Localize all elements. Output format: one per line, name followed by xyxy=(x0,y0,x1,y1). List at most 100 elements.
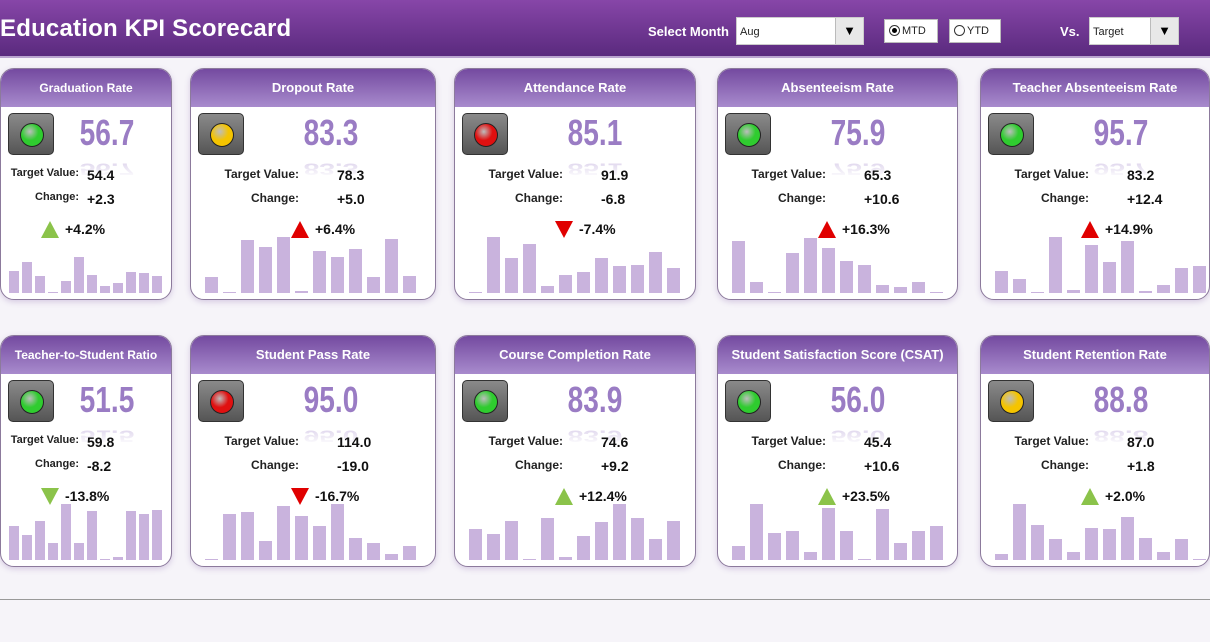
trend-bar xyxy=(152,276,162,293)
trend-bar xyxy=(126,510,136,560)
trend-bar xyxy=(876,284,889,293)
trend-bar xyxy=(1175,267,1188,293)
trend-bar xyxy=(1157,552,1170,560)
target-value: 91.9 xyxy=(601,167,629,183)
trend-bar xyxy=(649,251,662,293)
change-value: +9.2 xyxy=(601,458,629,474)
comparison-dropdown[interactable]: Target ▼ xyxy=(1089,17,1179,45)
target-label: Target Value: xyxy=(751,434,826,448)
trend-bar xyxy=(613,266,626,293)
trend-bar xyxy=(22,534,32,560)
kpi-value: 88.8 xyxy=(1093,379,1149,420)
trend-bar xyxy=(469,291,482,293)
trend-bar-chart xyxy=(9,233,165,293)
trend-bar xyxy=(1193,559,1206,560)
trend-bar xyxy=(1013,504,1026,560)
radio-selected-icon xyxy=(889,25,900,36)
trend-bar xyxy=(1067,290,1080,293)
trend-bar xyxy=(995,270,1008,293)
trend-bar xyxy=(100,286,110,293)
trend-bar xyxy=(241,239,254,293)
month-dropdown[interactable]: Aug ▼ xyxy=(736,17,864,45)
kpi-card: Course Completion Rate 83.9 83.9 Target … xyxy=(454,335,696,567)
trend-bar xyxy=(487,533,500,560)
target-label: Target Value: xyxy=(488,434,563,448)
trend-bar xyxy=(152,509,162,560)
change-value: +5.0 xyxy=(337,191,365,207)
change-percent: -13.8% xyxy=(65,488,110,504)
trend-bar xyxy=(139,273,149,293)
traffic-light-icon xyxy=(988,380,1034,422)
month-value: Aug xyxy=(740,26,760,38)
trend-bar xyxy=(35,276,45,293)
trend-bar xyxy=(559,275,572,293)
traffic-light-icon xyxy=(8,380,54,422)
chevron-down-icon[interactable]: ▼ xyxy=(1150,18,1178,44)
arrow-down-icon xyxy=(555,221,573,238)
comparison-value: Target xyxy=(1093,26,1124,38)
trend-bar xyxy=(9,270,19,293)
change-percent: +2.0% xyxy=(1105,488,1146,504)
target-value: 59.8 xyxy=(87,434,115,450)
kpi-card: Attendance Rate 85.1 85.1 Target Value: … xyxy=(454,68,696,300)
trend-bar xyxy=(313,251,326,293)
trend-bar xyxy=(1031,291,1044,293)
change-value: +12.4 xyxy=(1127,191,1163,207)
trend-bar xyxy=(469,529,482,560)
trend-bar xyxy=(822,248,835,293)
kpi-value: 95.0 xyxy=(303,379,359,420)
target-value: 78.3 xyxy=(337,167,365,183)
trend-bar xyxy=(1049,237,1062,293)
trend-bar xyxy=(613,504,626,560)
trend-bar xyxy=(331,256,344,293)
change-value: +1.8 xyxy=(1127,458,1155,474)
change-percent: -16.7% xyxy=(315,488,360,504)
trend-bar xyxy=(259,247,272,293)
trend-bar xyxy=(48,291,58,293)
arrow-up-icon xyxy=(555,488,573,505)
change-percent: +12.4% xyxy=(579,488,627,504)
trend-bar xyxy=(1139,290,1152,293)
arrow-up-icon xyxy=(291,221,309,238)
change-percent: +6.4% xyxy=(315,221,356,237)
trend-bar xyxy=(541,518,554,560)
trend-bar xyxy=(259,540,272,560)
trend-bar xyxy=(205,558,218,560)
divider xyxy=(0,599,1210,600)
trend-bar xyxy=(1103,262,1116,293)
change-percent: -7.4% xyxy=(579,221,616,237)
trend-bar-chart xyxy=(469,500,685,560)
change-value: +2.3 xyxy=(87,191,115,207)
change-label: Change: xyxy=(35,458,79,470)
mtd-radio[interactable]: MTD xyxy=(884,19,938,43)
trend-bar xyxy=(804,238,817,293)
trend-bar xyxy=(930,525,943,560)
card-title: Teacher Absenteeism Rate xyxy=(981,69,1209,107)
target-value: 74.6 xyxy=(601,434,629,450)
chevron-down-icon[interactable]: ▼ xyxy=(835,18,863,44)
card-title: Student Retention Rate xyxy=(981,336,1209,374)
target-value: 54.4 xyxy=(87,167,115,183)
trend-bar xyxy=(505,520,518,560)
trend-bar xyxy=(61,504,71,560)
trend-bar-chart xyxy=(205,233,421,293)
trend-bar xyxy=(631,518,644,560)
trend-bar xyxy=(139,514,149,560)
trend-bar xyxy=(894,542,907,560)
kpi-value: 56.0 xyxy=(830,379,886,420)
trend-bar xyxy=(385,553,398,560)
trend-bar xyxy=(577,535,590,560)
card-title: Attendance Rate xyxy=(455,69,695,107)
kpi-value: 95.7 xyxy=(1093,112,1149,153)
kpi-card: Teacher-to-Student Ratio 51.5 51.5 Targe… xyxy=(0,335,172,567)
change-value: +10.6 xyxy=(864,458,900,474)
change-label: Change: xyxy=(515,191,563,205)
ytd-radio[interactable]: YTD xyxy=(949,19,1001,43)
change-label: Change: xyxy=(778,458,826,472)
trend-bar-chart xyxy=(995,500,1210,560)
trend-bar xyxy=(295,516,308,560)
kpi-card: Dropout Rate 83.3 83.3 Target Value: 78.… xyxy=(190,68,436,300)
kpi-card: Absenteeism Rate 75.9 75.9 Target Value:… xyxy=(717,68,958,300)
arrow-up-icon xyxy=(1081,488,1099,505)
trend-bar xyxy=(74,256,84,293)
